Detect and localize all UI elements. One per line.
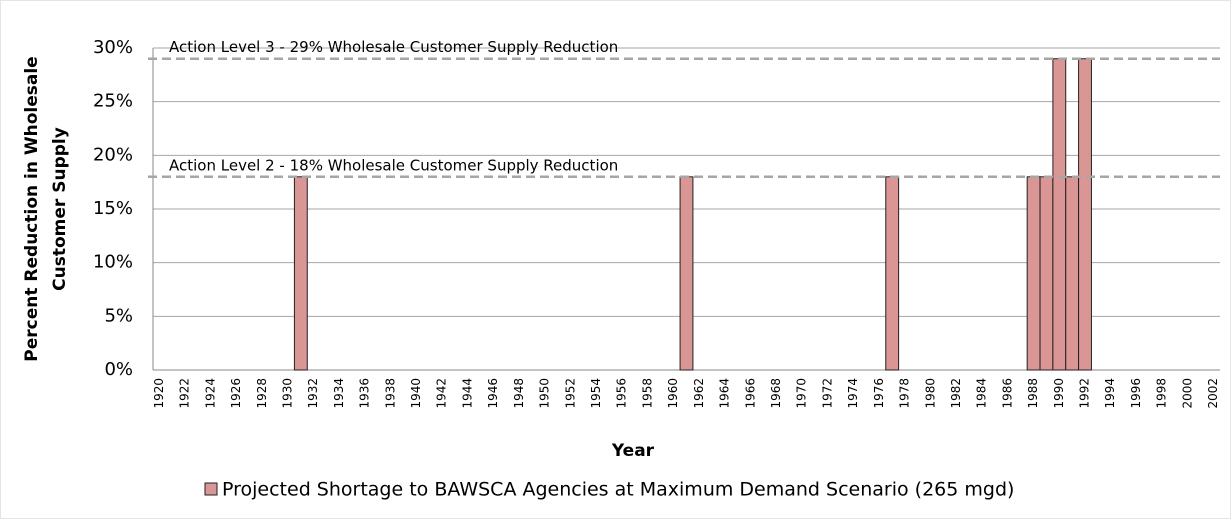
y-axis-label: Customer Supply bbox=[50, 127, 70, 291]
x-tick-label: 1956 bbox=[615, 378, 629, 409]
x-tick-label: 1936 bbox=[358, 378, 372, 409]
x-tick-label: 1974 bbox=[846, 378, 860, 409]
bar bbox=[1052, 58, 1067, 371]
x-tick-label: 1964 bbox=[718, 378, 732, 409]
x-tick-label: 1962 bbox=[692, 378, 706, 409]
x-tick-label: 1978 bbox=[898, 378, 912, 409]
x-tick-label: 1986 bbox=[1000, 378, 1014, 409]
bar bbox=[1039, 176, 1054, 371]
x-tick-label: 1950 bbox=[538, 378, 552, 409]
x-tick-label: 1922 bbox=[178, 378, 192, 409]
bar bbox=[1065, 176, 1080, 371]
x-tick-label: 1944 bbox=[460, 378, 474, 409]
x-tick-label: 1982 bbox=[949, 378, 963, 409]
annotation: Action Level 2 - 18% Wholesale Customer … bbox=[169, 156, 618, 174]
x-tick-label: 1954 bbox=[589, 378, 603, 409]
y-tick-label: 30% bbox=[93, 37, 133, 58]
legend-swatch bbox=[204, 482, 218, 496]
x-tick-label: 1984 bbox=[975, 378, 989, 409]
x-tick-label: 1934 bbox=[332, 378, 346, 409]
x-axis-label: Year bbox=[611, 441, 655, 461]
bar bbox=[1026, 176, 1041, 371]
y-tick-label: 5% bbox=[104, 305, 133, 326]
x-tick-label: 2002 bbox=[1206, 378, 1220, 409]
x-tick-label: 1998 bbox=[1155, 378, 1169, 409]
x-tick-label: 1938 bbox=[383, 378, 397, 409]
x-tick-label: 1980 bbox=[923, 378, 937, 409]
bar bbox=[679, 176, 694, 371]
legend-label: Projected Shortage to BAWSCA Agencies at… bbox=[222, 479, 1014, 501]
x-tick-label: 1994 bbox=[1103, 378, 1117, 409]
x-tick-label: 1976 bbox=[872, 378, 886, 409]
y-tick-label: 15% bbox=[93, 198, 133, 219]
x-tick-label: 1920 bbox=[152, 378, 166, 409]
x-tick-label: 1966 bbox=[743, 378, 757, 409]
y-tick-label: 25% bbox=[93, 91, 133, 112]
x-tick-label: 2000 bbox=[1180, 378, 1194, 409]
x-tick-label: 1924 bbox=[203, 378, 217, 409]
x-tick-label: 1988 bbox=[1026, 378, 1040, 409]
bar bbox=[885, 176, 900, 371]
x-tick-label: 1992 bbox=[1078, 378, 1092, 409]
x-tick-label: 1928 bbox=[255, 378, 269, 409]
x-tick-label: 1996 bbox=[1129, 378, 1143, 409]
x-tick-label: 1932 bbox=[306, 378, 320, 409]
x-tick-label: 1942 bbox=[435, 378, 449, 409]
y-tick-label: 20% bbox=[93, 144, 133, 165]
x-tick-label: 1930 bbox=[280, 378, 294, 409]
x-tick-label: 1926 bbox=[229, 378, 243, 409]
x-tick-label: 1960 bbox=[666, 378, 680, 409]
x-tick-label: 1972 bbox=[820, 378, 834, 409]
y-tick-label: 0% bbox=[104, 359, 133, 380]
x-tick-label: 1968 bbox=[769, 378, 783, 409]
y-tick-label: 10% bbox=[93, 252, 133, 273]
x-tick-label: 1948 bbox=[512, 378, 526, 409]
x-tick-label: 1940 bbox=[409, 378, 423, 409]
x-tick-label: 1990 bbox=[1052, 378, 1066, 409]
annotation: Action Level 3 - 29% Wholesale Customer … bbox=[169, 38, 618, 56]
x-tick-label: 1952 bbox=[563, 378, 577, 409]
bar bbox=[1078, 58, 1092, 371]
x-tick-label: 1958 bbox=[640, 378, 654, 409]
x-tick-label: 1946 bbox=[486, 378, 500, 409]
x-tick-label: 1970 bbox=[795, 378, 809, 409]
bar bbox=[293, 176, 308, 371]
y-axis-label: Percent Reduction in Wholesale bbox=[22, 56, 42, 361]
